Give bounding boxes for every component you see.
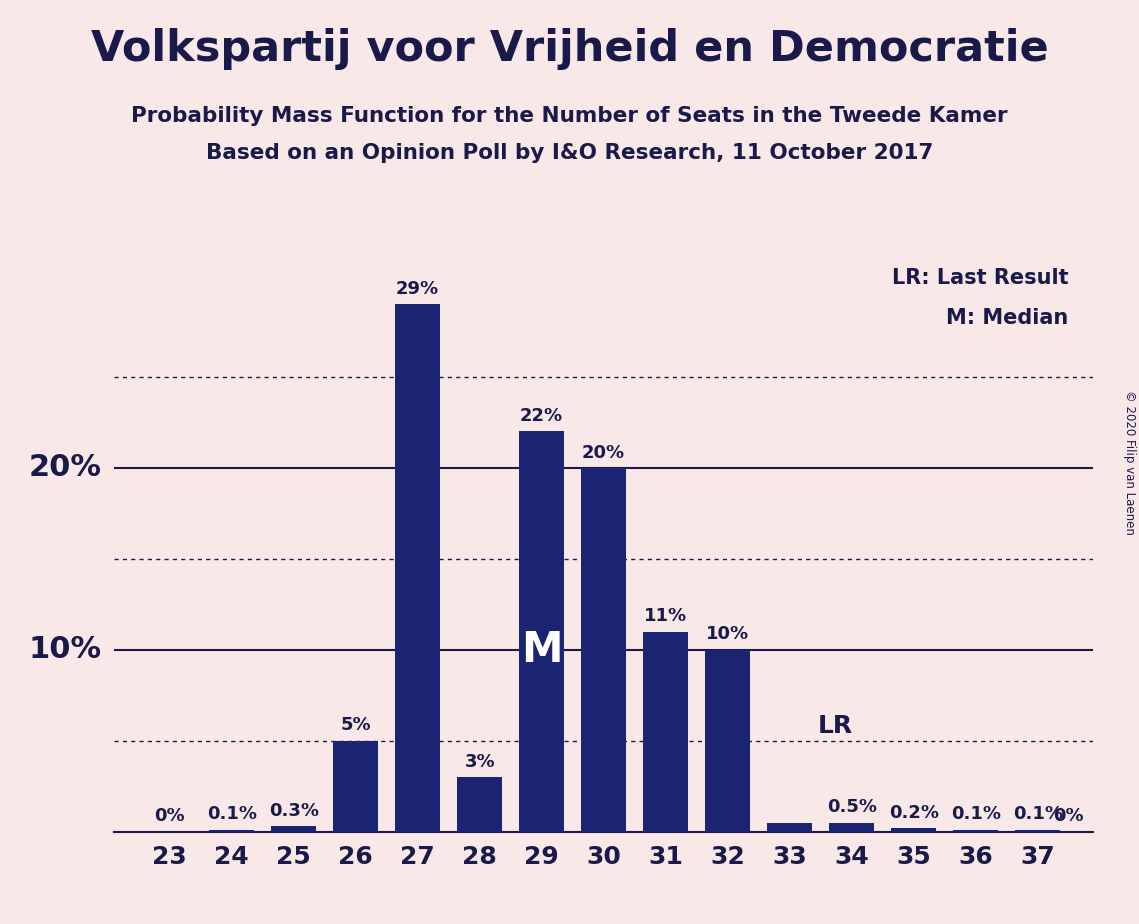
Text: 3%: 3% — [465, 753, 495, 771]
Text: 0.1%: 0.1% — [951, 806, 1001, 823]
Text: 22%: 22% — [521, 407, 564, 425]
Bar — [458, 777, 502, 832]
Text: © 2020 Filip van Laenen: © 2020 Filip van Laenen — [1123, 390, 1137, 534]
Bar — [210, 830, 254, 832]
Text: LR: Last Result: LR: Last Result — [892, 268, 1068, 287]
Bar — [892, 828, 936, 832]
Text: 0.2%: 0.2% — [888, 804, 939, 821]
Text: Based on an Opinion Poll by I&O Research, 11 October 2017: Based on an Opinion Poll by I&O Research… — [206, 143, 933, 164]
Bar — [644, 631, 688, 832]
Text: 0%: 0% — [1054, 808, 1084, 825]
Bar — [768, 822, 812, 832]
Text: 0.1%: 0.1% — [206, 806, 256, 823]
Text: Probability Mass Function for the Number of Seats in the Tweede Kamer: Probability Mass Function for the Number… — [131, 106, 1008, 127]
Bar — [334, 741, 378, 832]
Text: 0.1%: 0.1% — [1013, 806, 1063, 823]
Text: 11%: 11% — [644, 607, 687, 626]
Text: 5%: 5% — [341, 716, 371, 735]
Text: M: Median: M: Median — [947, 308, 1068, 328]
Text: 10%: 10% — [706, 626, 749, 643]
Bar — [519, 432, 564, 832]
Bar — [829, 822, 874, 832]
Bar — [271, 826, 316, 832]
Text: LR: LR — [818, 714, 853, 738]
Bar — [953, 830, 998, 832]
Bar — [705, 650, 749, 832]
Text: Volkspartij voor Vrijheid en Democratie: Volkspartij voor Vrijheid en Democratie — [91, 28, 1048, 69]
Bar — [395, 304, 440, 832]
Bar — [581, 468, 626, 832]
Text: 0%: 0% — [155, 808, 185, 825]
Text: 10%: 10% — [28, 635, 101, 664]
Text: 0.5%: 0.5% — [827, 798, 877, 816]
Text: 0.3%: 0.3% — [269, 802, 319, 820]
Text: 29%: 29% — [396, 280, 440, 298]
Text: 20%: 20% — [582, 444, 625, 461]
Bar — [1015, 830, 1060, 832]
Text: 20%: 20% — [28, 454, 101, 482]
Text: M: M — [521, 628, 563, 671]
